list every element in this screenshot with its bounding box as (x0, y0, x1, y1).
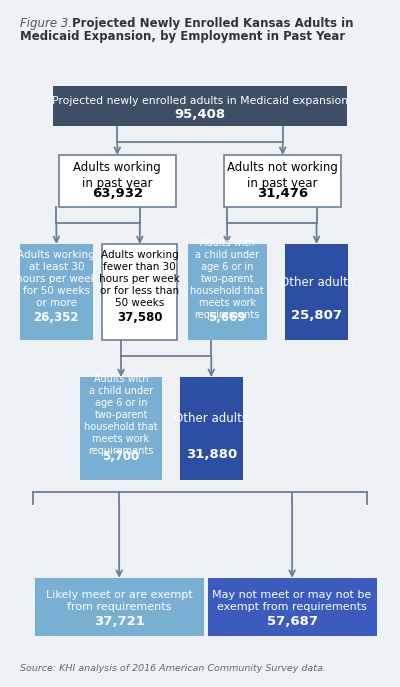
Text: Adults working
fewer than 30
hours per week
or for less than
50 weeks: Adults working fewer than 30 hours per w… (100, 251, 180, 308)
Text: 95,408: 95,408 (174, 108, 226, 121)
Text: Adults with
a child under
age 6 or in
two-parent
household that
meets work
requi: Adults with a child under age 6 or in tw… (84, 374, 158, 456)
Text: Adults working
at least 30
hours per week
for 50 weeks
or more: Adults working at least 30 hours per wee… (16, 251, 97, 308)
Text: Figure 3.: Figure 3. (20, 17, 72, 30)
FancyBboxPatch shape (59, 155, 176, 207)
Text: Projected newly enrolled adults in Medicaid expansion: Projected newly enrolled adults in Medic… (52, 96, 348, 106)
Text: Source: KHI analysis of 2016 American Community Survey data.: Source: KHI analysis of 2016 American Co… (20, 664, 326, 673)
Text: Medicaid Expansion, by Employment in Past Year: Medicaid Expansion, by Employment in Pas… (20, 30, 345, 43)
Text: Adults with
a child under
age 6 or in
two-parent
household that
meets work
requi: Adults with a child under age 6 or in tw… (190, 238, 264, 320)
FancyBboxPatch shape (285, 244, 348, 339)
FancyBboxPatch shape (180, 377, 243, 480)
Text: 5,669: 5,669 (208, 311, 246, 324)
Text: Other adults: Other adults (280, 275, 354, 289)
FancyBboxPatch shape (53, 86, 347, 126)
FancyBboxPatch shape (102, 244, 178, 339)
FancyBboxPatch shape (20, 244, 93, 339)
Text: 31,476: 31,476 (257, 187, 308, 200)
Text: Adults not working
in past year: Adults not working in past year (227, 161, 338, 190)
Text: Likely meet or are exempt
from requirements: Likely meet or are exempt from requireme… (46, 590, 192, 612)
Text: 31,880: 31,880 (186, 448, 237, 461)
FancyBboxPatch shape (34, 578, 204, 636)
FancyBboxPatch shape (188, 244, 266, 339)
Text: Projected Newly Enrolled Kansas Adults in: Projected Newly Enrolled Kansas Adults i… (72, 17, 354, 30)
Text: 25,807: 25,807 (291, 309, 342, 322)
Text: 37,721: 37,721 (94, 615, 144, 628)
Text: Adults working
in past year: Adults working in past year (74, 161, 161, 190)
Text: 57,687: 57,687 (267, 615, 318, 628)
Text: 63,932: 63,932 (92, 187, 143, 200)
FancyBboxPatch shape (80, 377, 162, 480)
Text: May not meet or may not be
exempt from requirements: May not meet or may not be exempt from r… (212, 590, 372, 612)
FancyBboxPatch shape (208, 578, 377, 636)
Text: 37,580: 37,580 (117, 311, 162, 324)
FancyBboxPatch shape (224, 155, 341, 207)
Text: Other adults: Other adults (174, 412, 248, 425)
Text: 5,700: 5,700 (102, 450, 140, 463)
Text: 26,352: 26,352 (34, 311, 79, 324)
